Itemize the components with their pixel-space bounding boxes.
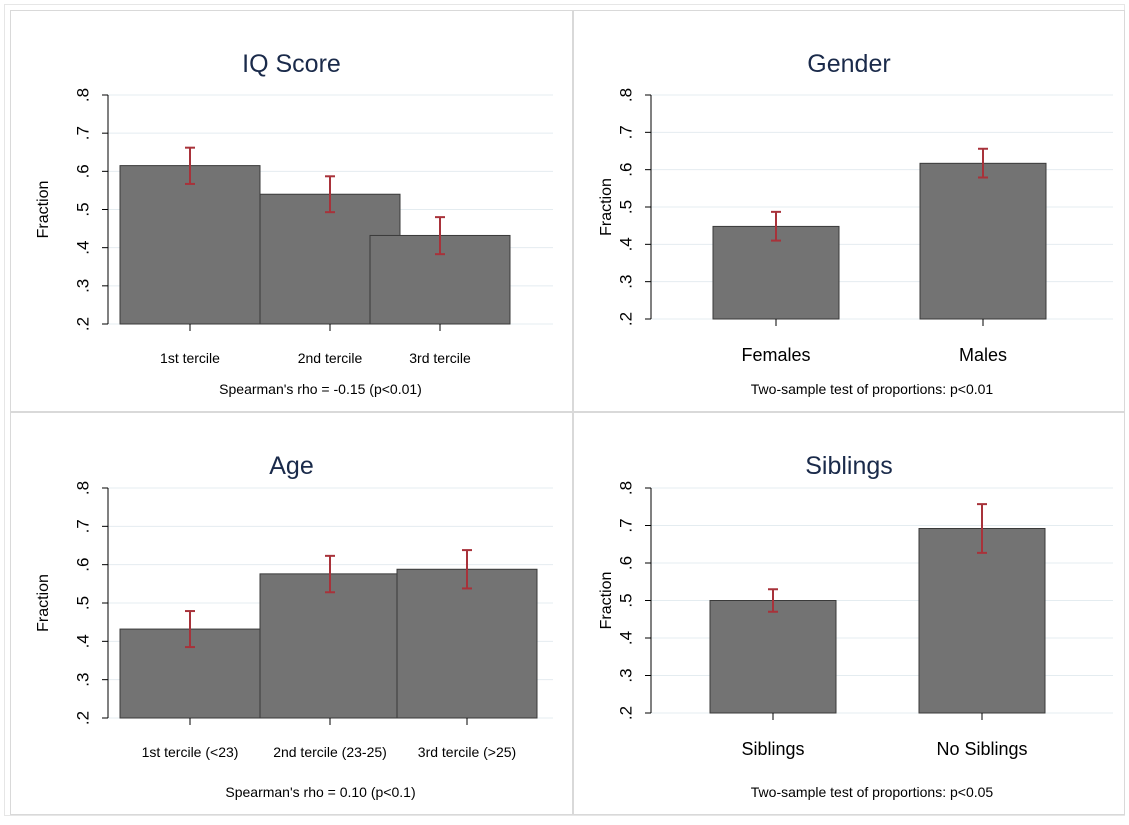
bar-3 xyxy=(396,568,538,719)
error-bar-2 xyxy=(978,147,988,179)
y-tick-label: .5 xyxy=(616,200,635,214)
y-tick-label: .2 xyxy=(616,312,635,326)
bar-2 xyxy=(918,528,1046,714)
y-tick-label: .7 xyxy=(616,518,635,532)
bar-1 xyxy=(119,165,261,325)
y-tick-label: .8 xyxy=(616,88,635,102)
error-bar-1 xyxy=(185,610,195,649)
panel-note: Spearman's rho = 0.10 (p<0.1) xyxy=(225,784,415,800)
bar-1 xyxy=(709,600,837,714)
y-tick-label: .6 xyxy=(616,556,635,570)
x-tick-label: 3rd tercile xyxy=(409,350,471,366)
x-tick-label: 2nd tercile (23-25) xyxy=(273,744,387,760)
y-tick-label: .8 xyxy=(73,481,92,495)
panel-note: Spearman's rho = -0.15 (p<0.01) xyxy=(219,381,422,397)
x-tick-label: Females xyxy=(741,345,810,365)
error-bar-1 xyxy=(771,210,781,242)
chart-panel-4: .2 .3 .4 .5 .6 .7 .8 Fraction Siblings Siblings No… xyxy=(573,412,1125,815)
y-tick-label: .4 xyxy=(616,631,635,645)
panel-note: Two-sample test of proportions: p<0.05 xyxy=(751,784,994,800)
y-tick-label: .5 xyxy=(73,596,92,610)
y-tick-label: .3 xyxy=(616,668,635,682)
x-tick-label: 2nd tercile xyxy=(298,350,363,366)
y-axis-title: Fraction xyxy=(598,572,615,630)
y-tick-label: .4 xyxy=(616,237,635,251)
error-bar-1 xyxy=(185,146,195,185)
y-tick-label: .8 xyxy=(73,88,92,102)
bar-2 xyxy=(259,573,401,719)
error-bar-2 xyxy=(977,503,987,554)
chart-panel-1: .2 .3 .4 .5 .6 .7 .8 Fraction IQ Score 1st tercil… xyxy=(10,10,573,412)
x-tick-label: 3rd tercile (>25) xyxy=(418,744,516,760)
panel-note: Two-sample test of proportions: p<0.01 xyxy=(751,381,994,397)
error-bar-3 xyxy=(462,549,472,590)
y-tick-label: .2 xyxy=(73,711,92,725)
panel-title: Siblings xyxy=(805,452,893,480)
x-tick-label: Males xyxy=(959,345,1007,365)
y-axis-title: Fraction xyxy=(35,574,52,632)
y-tick-label: .6 xyxy=(73,558,92,572)
y-tick-label: .5 xyxy=(73,202,92,216)
error-bar-2 xyxy=(325,175,335,214)
y-axis-title: Fraction xyxy=(598,178,615,236)
panel-title: Gender xyxy=(807,50,890,78)
y-tick-label: .4 xyxy=(73,241,92,255)
y-tick-label: .7 xyxy=(616,125,635,139)
y-tick-label: .7 xyxy=(73,519,92,533)
chart-panel-2: .2 .3 .4 .5 .6 .7 .8 Fraction Gender Females Males… xyxy=(573,10,1125,412)
y-tick-label: .4 xyxy=(73,634,92,648)
y-tick-label: .3 xyxy=(616,275,635,289)
y-tick-label: .2 xyxy=(616,706,635,720)
x-tick-label: 1st tercile xyxy=(160,350,220,366)
error-bar-2 xyxy=(325,554,335,594)
panel-title: Age xyxy=(269,452,313,480)
bar-1 xyxy=(712,225,840,320)
panel-title: IQ Score xyxy=(242,50,341,78)
x-tick-label: Siblings xyxy=(741,739,804,759)
chart-panel-3: .2 .3 .4 .5 .6 .7 .8 Fraction Age 1st tercile (<2… xyxy=(10,412,573,815)
error-bar-3 xyxy=(435,216,445,256)
y-tick-label: .8 xyxy=(616,481,635,495)
x-tick-label: No Siblings xyxy=(936,739,1027,759)
y-tick-label: .3 xyxy=(73,673,92,687)
error-bar-1 xyxy=(768,588,778,613)
y-tick-label: .6 xyxy=(73,164,92,178)
y-tick-label: .3 xyxy=(73,279,92,293)
y-tick-label: .2 xyxy=(73,317,92,331)
y-tick-label: .5 xyxy=(616,593,635,607)
bar-2 xyxy=(919,162,1047,320)
y-tick-label: .7 xyxy=(73,126,92,140)
y-tick-label: .6 xyxy=(616,163,635,177)
x-tick-label: 1st tercile (<23) xyxy=(142,744,239,760)
y-axis-title: Fraction xyxy=(35,181,52,239)
